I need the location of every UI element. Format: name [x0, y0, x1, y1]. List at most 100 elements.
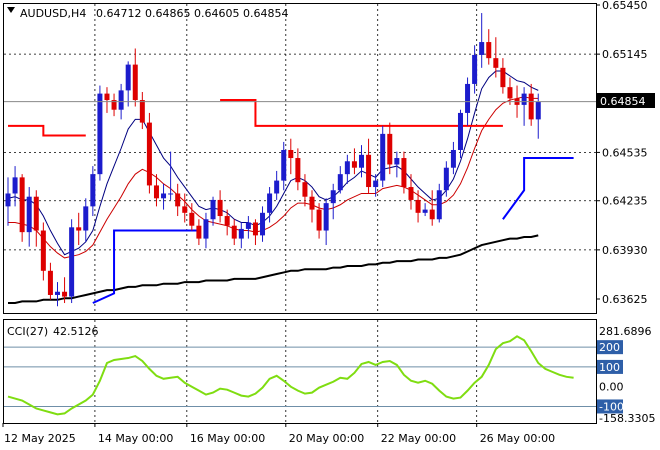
bull-candle — [69, 227, 75, 297]
bull-candle — [12, 177, 18, 194]
bear-candle — [182, 206, 188, 213]
bull-candle — [203, 219, 209, 239]
current-price-label: 0.64854 — [600, 95, 646, 108]
bull-candle — [535, 101, 541, 120]
bull-candle — [323, 203, 329, 231]
bull-candle — [210, 199, 216, 220]
main-pane-border — [3, 3, 597, 314]
bear-candle — [76, 227, 82, 231]
bear-candle — [153, 185, 159, 199]
bull-candle — [373, 180, 379, 188]
bear-candle — [196, 225, 202, 239]
bull-candle — [168, 193, 174, 195]
bear-candle — [351, 161, 357, 168]
bull-candle — [83, 206, 89, 231]
bear-candle — [415, 199, 421, 213]
bear-candle — [217, 199, 223, 217]
time-tick-label: 12 May 2025 — [4, 432, 76, 445]
bear-candle — [111, 100, 117, 110]
long-ma-line — [8, 234, 539, 305]
bear-candle — [33, 196, 39, 231]
price-tick-label: 0.63625 — [602, 293, 648, 306]
time-tick-label: 26 May 00:00 — [480, 432, 555, 445]
bear-candle — [47, 270, 53, 295]
bull-candle — [450, 149, 456, 168]
bear-candle — [295, 158, 301, 183]
bull-candle — [337, 174, 343, 191]
indicator-name: CCI(27) — [7, 325, 48, 338]
bear-candle — [309, 196, 315, 210]
current-price-box — [597, 93, 655, 108]
bear-candle — [493, 58, 499, 68]
bull-candle — [479, 42, 485, 55]
fast-ma-line — [7, 70, 539, 256]
bull-candle — [54, 291, 60, 295]
cci-level-label: 100 — [599, 361, 620, 374]
ohlc-values: 0.64712 0.64865 0.64605 0.64854 — [96, 7, 288, 20]
bull-candle — [380, 133, 386, 181]
time-tick-label: 22 May 00:00 — [381, 432, 456, 445]
bull-candle — [161, 193, 167, 199]
bull-candle — [443, 167, 449, 191]
bear-candle — [62, 291, 68, 297]
main-header: AUDUSD,H4 0.64712 0.64865 0.64605 0.6485… — [7, 7, 288, 20]
current-price-tag: 0.64854 — [597, 93, 655, 108]
cci-level-box — [597, 359, 623, 374]
cci-level-box — [597, 340, 623, 355]
price-series — [4, 13, 596, 416]
bear-candle — [387, 133, 393, 165]
bull-candle — [125, 64, 131, 91]
price-tick-label: 0.65450 — [602, 0, 648, 12]
bull-candle — [422, 209, 428, 213]
bull-candle — [344, 161, 350, 175]
bear-candle — [288, 149, 294, 159]
indicator-pane-border — [3, 319, 597, 424]
price-tick-label: 0.64235 — [602, 195, 648, 208]
support-stop-line — [502, 157, 574, 220]
cci-level-label: 200 — [599, 341, 620, 354]
axis-labels: 0.65450 0.65145 0.64535 0.64235 0.63930 0.636… — [2, 0, 655, 445]
time-tick-label: 20 May 00:00 — [289, 432, 364, 445]
bull-candle — [359, 154, 364, 168]
cci-level-box — [597, 399, 623, 414]
bull-candle — [472, 54, 478, 84]
bear-candle — [486, 42, 492, 59]
cci-line — [7, 335, 574, 416]
collapse-triangle-icon[interactable] — [7, 7, 15, 13]
bull-candle — [238, 228, 244, 239]
bear-candle — [252, 222, 258, 236]
bear-candle — [366, 154, 372, 188]
price-tick-label: 0.64535 — [602, 146, 648, 159]
bear-candle — [316, 209, 322, 231]
bear-candle — [401, 158, 407, 188]
bear-candle — [132, 64, 138, 101]
bear-candle — [528, 93, 534, 120]
bear-candle — [104, 93, 110, 101]
bull-candle — [394, 158, 400, 165]
price-tick-label: 0.63930 — [602, 244, 648, 257]
bull-candle — [260, 212, 266, 236]
bull-candle — [521, 93, 527, 105]
indicator-value: 42.5126 — [53, 325, 99, 338]
bear-candle — [40, 230, 46, 271]
bear-candle — [231, 225, 237, 239]
bear-candle — [19, 177, 25, 233]
bear-candle — [175, 193, 181, 207]
bull-candle — [245, 222, 251, 229]
bull-candle — [274, 180, 280, 194]
bear-candle — [408, 187, 414, 200]
bear-candle — [429, 209, 435, 220]
bull-candle — [97, 93, 103, 175]
bull-candle — [26, 196, 32, 233]
bear-candle — [146, 122, 152, 186]
bull-candle — [436, 190, 442, 220]
bull-candle — [118, 90, 124, 110]
support-stop-line — [92, 229, 199, 304]
symbol-label: AUDUSD,H4 — [20, 7, 86, 20]
bull-candle — [281, 149, 287, 181]
bull-candle — [5, 193, 11, 207]
cci-tick-label: 0.00 — [599, 381, 624, 394]
bull-candle — [90, 174, 96, 207]
bull-candle — [457, 112, 463, 150]
